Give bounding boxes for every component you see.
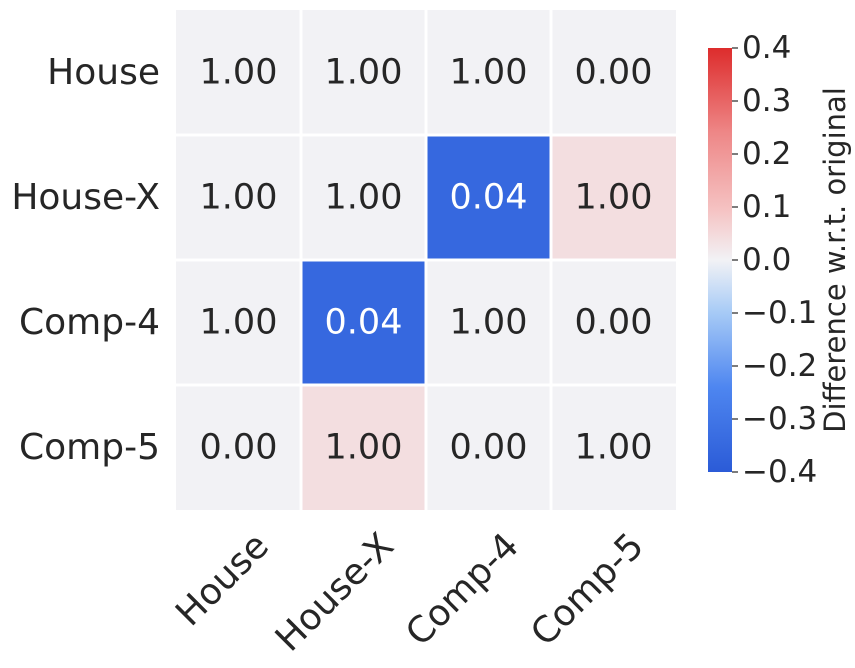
- colorbar-tick-label: 0.1: [742, 189, 791, 225]
- heatmap-cells: 1.00 1.00 1.00 0.00 1.00 1.00 0.04 1.00 1.00 0.04…: [176, 10, 676, 510]
- cell-annotation: 0.00: [575, 303, 653, 343]
- colorbar: 0.4 0.3 0.2 0.1 0.0 −0.1 −0.2 −0.3 −0.4 Differen…: [708, 30, 852, 490]
- column-tick-label: Comp-5: [523, 525, 652, 654]
- cell-annotation: 1.00: [200, 53, 278, 93]
- heatmap-cell: [552, 10, 676, 134]
- cell-annotation: 0.04: [325, 303, 403, 343]
- cell-annotation: 0.00: [575, 53, 653, 93]
- cell-annotation: 1.00: [325, 178, 403, 218]
- heatmap-cell: [176, 136, 300, 259]
- cell-annotation: 1.00: [325, 53, 403, 93]
- heatmap-cell: [552, 261, 676, 384]
- row-tick-labels: House House-X Comp-4 Comp-5: [11, 52, 160, 468]
- column-tick-label: House-X: [268, 525, 402, 659]
- row-tick-label: Comp-4: [19, 302, 160, 343]
- colorbar-tick-label: −0.1: [742, 295, 817, 331]
- cell-annotation: 1.00: [200, 303, 278, 343]
- heatmap-cell: [176, 386, 300, 510]
- row-tick-label: House-X: [11, 177, 160, 218]
- heatmap-cell: [552, 386, 676, 510]
- cell-annotation: 1.00: [450, 303, 528, 343]
- colorbar-label: Difference w.r.t. original: [818, 87, 852, 433]
- cell-annotation: 0.00: [200, 428, 278, 468]
- colorbar-gradient: [708, 48, 732, 472]
- colorbar-tick-label: −0.4: [742, 454, 817, 490]
- cell-annotation: 0.04: [450, 178, 528, 218]
- cell-annotation: 1.00: [575, 178, 653, 218]
- heatmap-cell: [427, 136, 550, 259]
- cell-annotation: 1.00: [450, 53, 528, 93]
- heatmap-cell: [427, 386, 550, 510]
- heatmap-cell: [302, 261, 425, 384]
- heatmap-cell: [302, 136, 425, 259]
- heatmap-cell: [176, 10, 300, 134]
- row-tick-label: Comp-5: [19, 427, 160, 468]
- row-tick-label: House: [47, 52, 160, 93]
- colorbar-tick-label: 0.2: [742, 136, 791, 172]
- colorbar-tick-label: 0.4: [742, 30, 791, 66]
- cell-annotation: 0.00: [450, 428, 528, 468]
- heatmap-cell: [427, 10, 550, 134]
- colorbar-tick-label: −0.2: [742, 348, 817, 384]
- heatmap-cell: [176, 261, 300, 384]
- colorbar-ticks: 0.4 0.3 0.2 0.1 0.0 −0.1 −0.2 −0.3 −0.4: [732, 30, 817, 490]
- cell-annotation: 1.00: [325, 428, 403, 468]
- heatmap-cell: [552, 136, 676, 259]
- heatmap-cell: [302, 10, 425, 134]
- colorbar-tick-label: 0.0: [742, 242, 791, 278]
- column-tick-label: Comp-4: [398, 525, 527, 654]
- colorbar-tick-label: −0.3: [742, 401, 817, 437]
- cell-annotation: 1.00: [575, 428, 653, 468]
- colorbar-tick-label: 0.3: [742, 83, 791, 119]
- cell-annotation: 1.00: [200, 178, 278, 218]
- heatmap-cell: [302, 386, 425, 510]
- heatmap-cell: [427, 261, 550, 384]
- column-tick-label: House: [168, 525, 277, 634]
